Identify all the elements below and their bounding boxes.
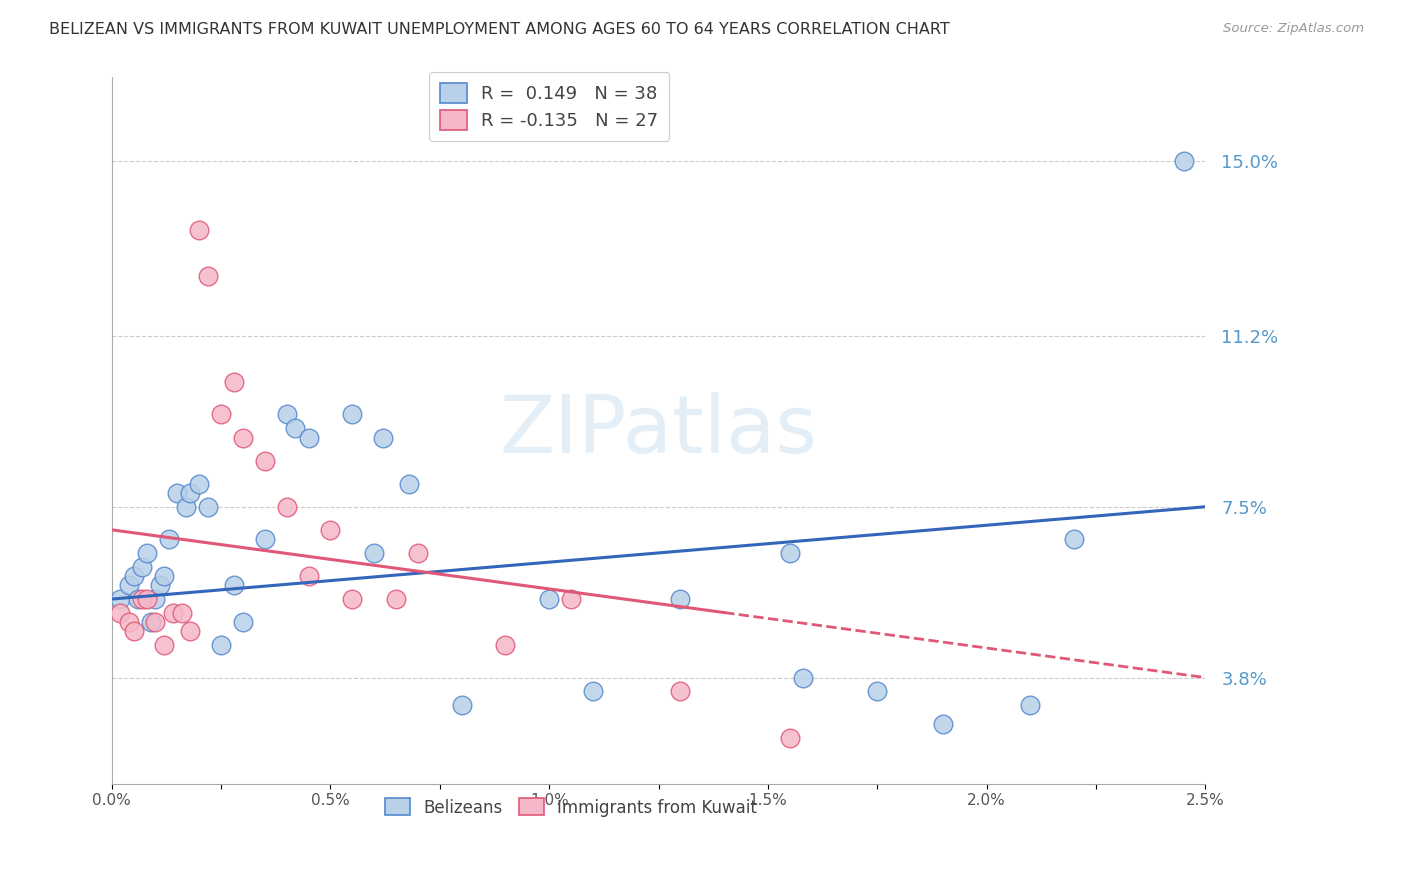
Point <box>342 408 364 422</box>
Point <box>297 430 319 444</box>
Point <box>1063 532 1085 546</box>
Legend: Belizeans, Immigrants from Kuwait: Belizeans, Immigrants from Kuwait <box>377 790 766 825</box>
Point <box>371 430 394 444</box>
Point <box>866 684 889 698</box>
Point <box>127 592 149 607</box>
Point <box>118 578 141 592</box>
Point <box>209 638 232 652</box>
Point <box>342 592 364 607</box>
Point <box>792 671 814 685</box>
Point <box>406 546 429 560</box>
Point <box>135 546 157 560</box>
Point <box>153 569 176 583</box>
Point <box>363 546 385 560</box>
Text: BELIZEAN VS IMMIGRANTS FROM KUWAIT UNEMPLOYMENT AMONG AGES 60 TO 64 YEARS CORREL: BELIZEAN VS IMMIGRANTS FROM KUWAIT UNEMP… <box>49 22 950 37</box>
Point <box>162 606 184 620</box>
Point <box>669 592 692 607</box>
Point <box>197 500 219 514</box>
Point <box>153 638 176 652</box>
Point <box>779 731 801 745</box>
Point <box>157 532 180 546</box>
Point <box>582 684 605 698</box>
Point <box>494 638 516 652</box>
Point <box>170 606 193 620</box>
Point <box>538 592 561 607</box>
Point <box>209 408 232 422</box>
Point <box>149 578 172 592</box>
Point <box>319 523 342 537</box>
Point <box>385 592 408 607</box>
Point <box>1019 698 1042 713</box>
Point <box>179 486 201 500</box>
Point <box>232 430 254 444</box>
Point <box>197 268 219 283</box>
Point <box>253 532 276 546</box>
Point <box>188 476 211 491</box>
Point <box>284 421 307 435</box>
Point <box>1173 153 1195 168</box>
Point <box>450 698 472 713</box>
Point <box>779 546 801 560</box>
Point <box>276 500 298 514</box>
Point <box>118 615 141 629</box>
Point <box>224 578 246 592</box>
Point <box>253 453 276 467</box>
Point <box>145 615 167 629</box>
Point <box>110 592 132 607</box>
Point <box>135 592 157 607</box>
Point <box>224 375 246 389</box>
Point <box>398 476 420 491</box>
Point <box>131 559 153 574</box>
Point <box>110 606 132 620</box>
Point <box>131 592 153 607</box>
Point <box>276 408 298 422</box>
Point <box>122 624 145 639</box>
Point <box>174 500 197 514</box>
Point <box>297 569 319 583</box>
Point <box>188 223 211 237</box>
Point <box>145 592 167 607</box>
Point <box>560 592 582 607</box>
Point <box>932 716 955 731</box>
Point <box>179 624 201 639</box>
Text: Source: ZipAtlas.com: Source: ZipAtlas.com <box>1223 22 1364 36</box>
Point <box>232 615 254 629</box>
Point <box>139 615 162 629</box>
Point <box>166 486 188 500</box>
Point <box>669 684 692 698</box>
Point <box>122 569 145 583</box>
Text: ZIPatlas: ZIPatlas <box>499 392 818 469</box>
